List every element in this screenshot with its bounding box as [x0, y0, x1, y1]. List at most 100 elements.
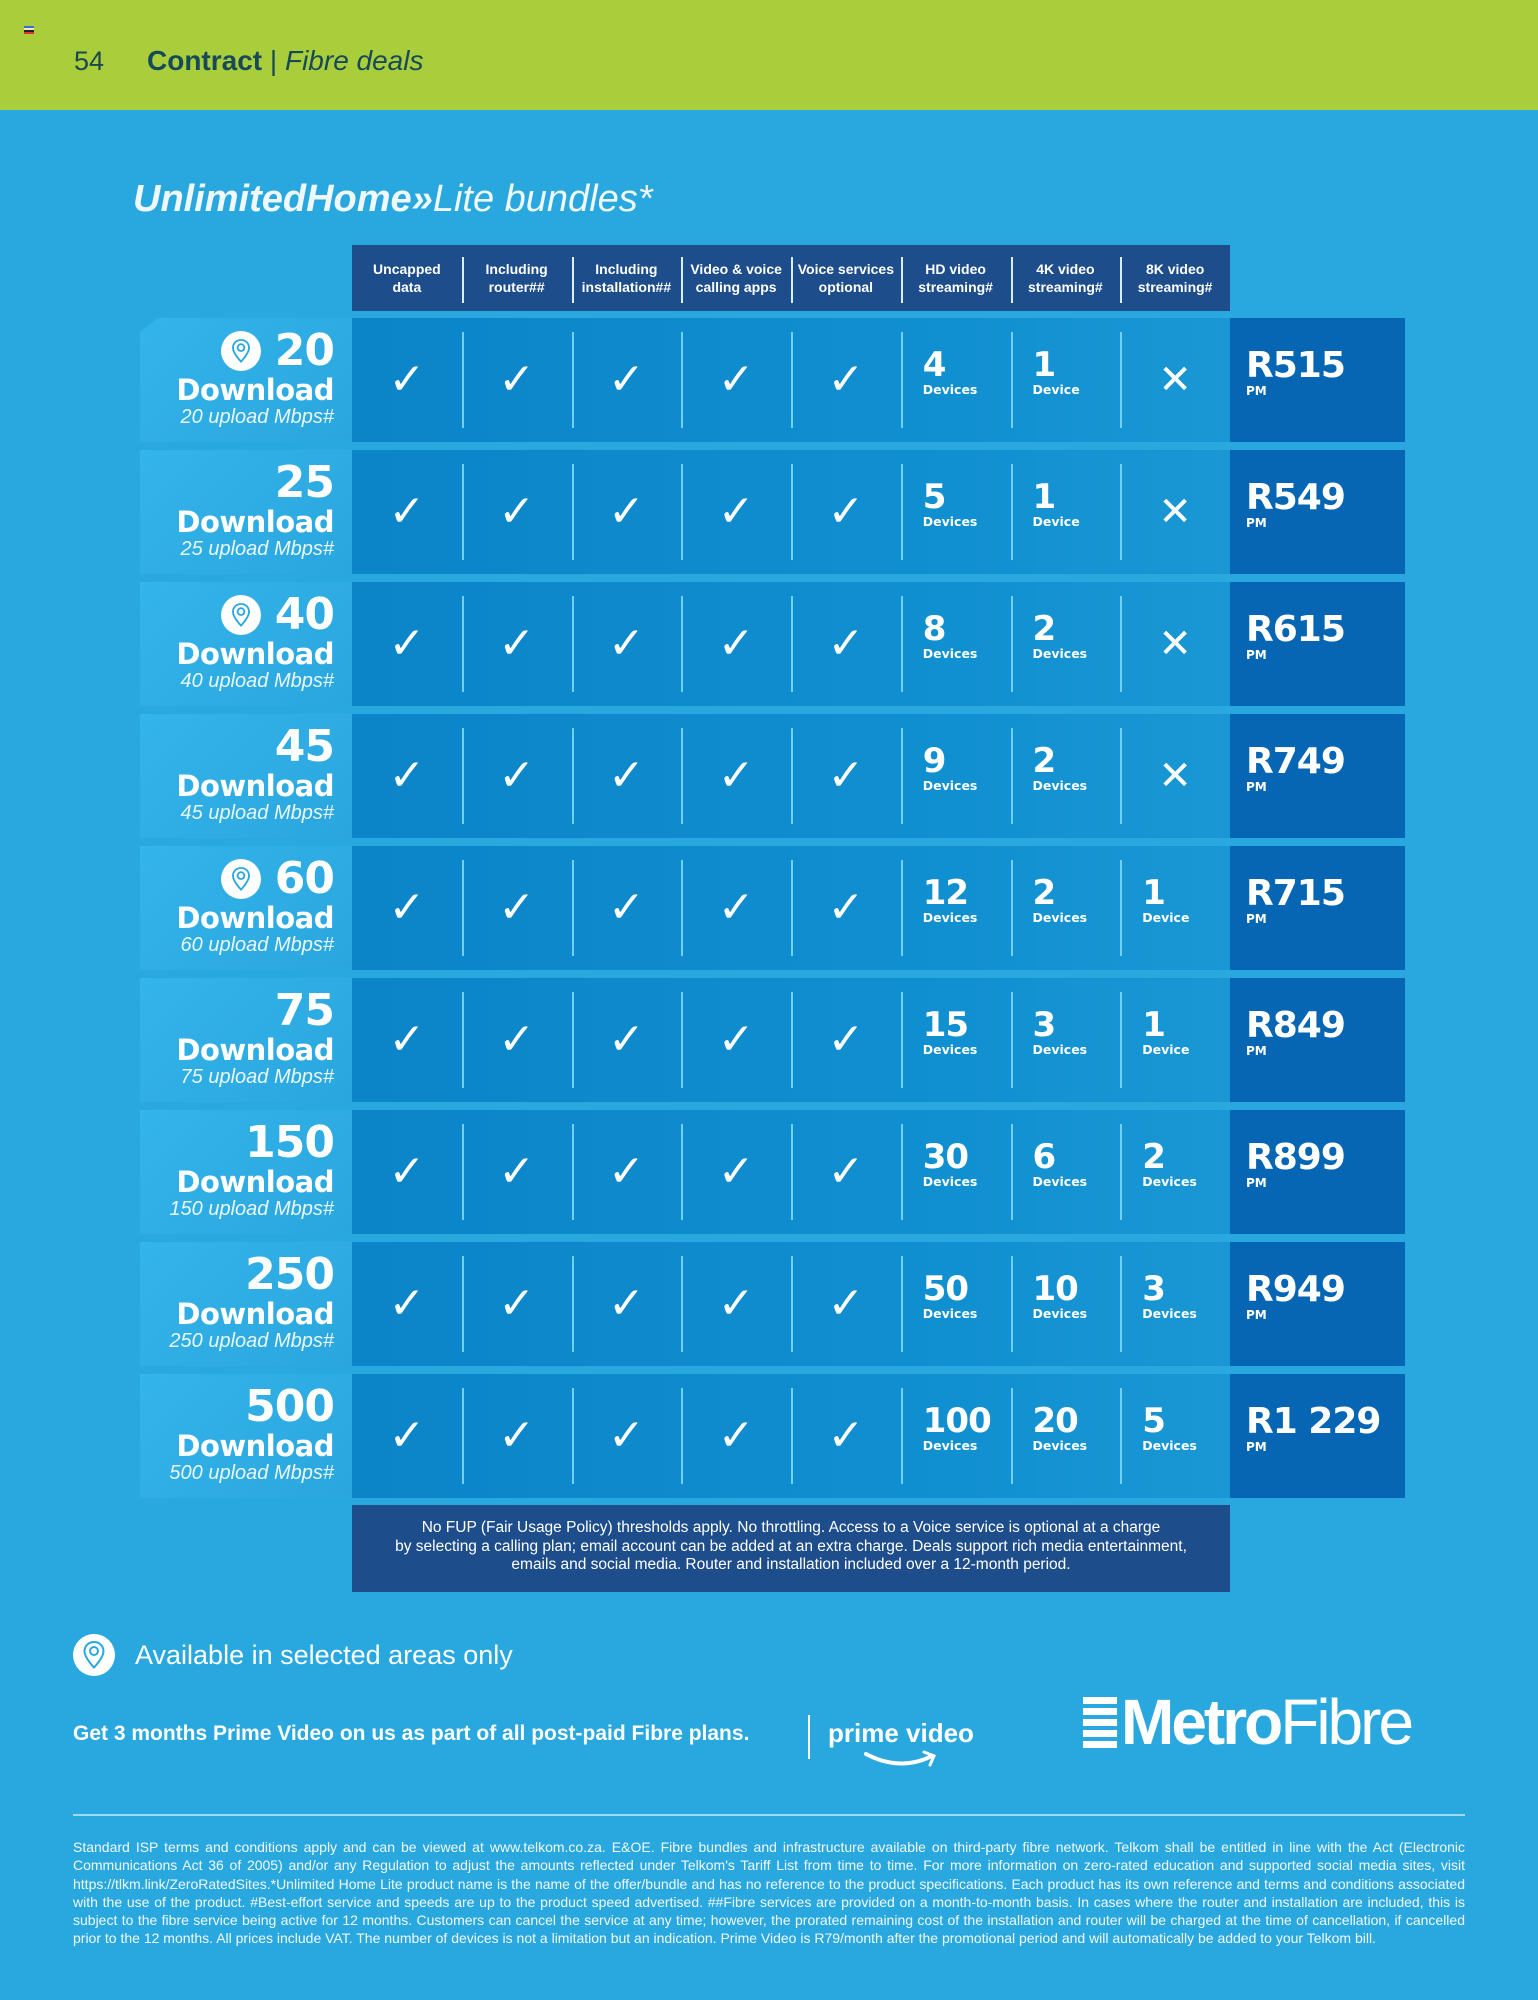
price-cell: R515 PM [1230, 318, 1405, 442]
check-icon: ✓ [827, 1146, 865, 1197]
check-icon: ✓ [498, 1014, 536, 1065]
check-icon: ✓ [498, 882, 536, 933]
section-bold: Contract [147, 45, 263, 76]
check-icon: ✓ [498, 618, 536, 669]
bundle-row: 500 Download 500 upload Mbps# ✓ ✓ ✓ ✓ ✓ 100 De… [140, 1374, 1405, 1498]
price: R749 [1246, 741, 1346, 782]
device-count-cell: 1 Device [1120, 846, 1230, 970]
download-speed: 40 [274, 589, 335, 640]
feature-cell: ✕ [1120, 714, 1230, 838]
check-icon: ✓ [498, 354, 536, 405]
price-cell: R849 PM [1230, 978, 1405, 1102]
price-suffix: PM [1246, 912, 1267, 926]
device-count-cell: 100 Devices [900, 1374, 1011, 1498]
feature-cell: ✓ [681, 1242, 791, 1366]
download-label: Download [176, 1297, 334, 1331]
price: R715 [1246, 873, 1346, 914]
check-icon: ✓ [607, 750, 645, 801]
price-cell: R749 PM [1230, 714, 1405, 838]
feature-cell: ✓ [681, 978, 791, 1102]
check-icon: ✓ [607, 1278, 645, 1329]
download-label: Download [176, 1429, 334, 1463]
check-icon: ✓ [498, 750, 536, 801]
price: R899 [1246, 1137, 1346, 1178]
check-icon: ✓ [717, 750, 755, 801]
device-count-cell: 20 Devices [1010, 1374, 1121, 1498]
feature-cell: ✓ [791, 1374, 901, 1498]
feature-cell: ✓ [461, 978, 572, 1102]
bundle-row: 25 Download 25 upload Mbps# ✓ ✓ ✓ ✓ ✓ 5 Device… [140, 450, 1405, 574]
check-icon: ✓ [827, 486, 865, 537]
check-icon: ✓ [827, 354, 865, 405]
feature-cell: ✓ [352, 318, 462, 442]
bundle-row: 75 Download 75 upload Mbps# ✓ ✓ ✓ ✓ ✓ 15 Devic… [140, 978, 1405, 1102]
check-icon: ✓ [717, 882, 755, 933]
feature-cell: ✕ [1120, 582, 1230, 706]
feature-cell: ✓ [681, 1374, 791, 1498]
check-icon: ✓ [717, 354, 755, 405]
divider [808, 1715, 810, 1759]
column-header: 8K video streaming# [1120, 245, 1230, 311]
feature-cell: ✓ [352, 978, 462, 1102]
divider [73, 1814, 1465, 1816]
upload-speed: 60 upload Mbps# [180, 934, 334, 956]
feature-cell: ✓ [461, 1374, 572, 1498]
feature-cell: ✓ [791, 318, 901, 442]
device-count-cell: 2 Devices [1010, 846, 1121, 970]
location-pin-icon [73, 1634, 115, 1676]
download-speed: 20 [274, 325, 335, 376]
price-cell: R715 PM [1230, 846, 1405, 970]
check-icon: ✓ [827, 882, 865, 933]
price: R949 [1246, 1269, 1346, 1310]
table-header: Uncapped data Including router## Including in… [352, 245, 1230, 311]
section-title: Contract | Fibre deals [147, 45, 423, 77]
column-header: Video & voice calling apps [681, 245, 791, 311]
column-header: Uncapped data [373, 261, 441, 295]
feature-cell: ✓ [571, 846, 682, 970]
check-icon: ✓ [498, 1410, 536, 1461]
feature-cell: ✓ [461, 846, 572, 970]
check-icon: ✓ [827, 750, 865, 801]
device-count-cell: 1 Device [1010, 450, 1121, 574]
check-icon: ✓ [827, 1278, 865, 1329]
download-label: Download [176, 505, 334, 539]
device-count-cell: 4 Devices [900, 318, 1011, 442]
feature-cell: ✓ [461, 1110, 572, 1234]
section-separator: | [262, 45, 285, 76]
check-icon: ✓ [717, 1146, 755, 1197]
title-bold: UnlimitedHome» [133, 178, 433, 220]
device-count-cell: 2 Devices [1010, 714, 1121, 838]
location-pin-icon [220, 595, 261, 635]
bundle-row: 20 Download 20 upload Mbps# ✓ ✓ ✓ ✓ ✓ 4 Device… [140, 318, 1405, 442]
feature-cell: ✓ [791, 714, 901, 838]
speed-label: 45 Download 45 upload Mbps# [140, 714, 352, 838]
download-label: Download [176, 901, 334, 935]
logo-light: Fibre [1280, 1686, 1414, 1758]
column-header: 4K video streaming# [1010, 245, 1121, 311]
check-icon: ✓ [388, 354, 426, 405]
check-icon: ✓ [717, 486, 755, 537]
bundle-row: 150 Download 150 upload Mbps# ✓ ✓ ✓ ✓ ✓ 30 Dev… [140, 1110, 1405, 1234]
check-icon: ✓ [498, 1146, 536, 1197]
bundle-table: 20 Download 20 upload Mbps# ✓ ✓ ✓ ✓ ✓ 4 Device… [140, 318, 1405, 1506]
device-count-cell: 6 Devices [1010, 1110, 1121, 1234]
feature-cell: ✓ [352, 1242, 462, 1366]
location-pin-icon [220, 859, 261, 899]
feature-cell: ✓ [352, 714, 462, 838]
page-title: UnlimitedHome»Lite bundles* [133, 178, 653, 221]
note-line: No FUP (Fair Usage Policy) thresholds ap… [421, 1519, 1161, 1536]
download-speed: 500 [245, 1381, 335, 1432]
upload-speed: 20 upload Mbps# [180, 406, 334, 428]
location-pin-icon [220, 331, 261, 371]
upload-speed: 150 upload Mbps# [169, 1198, 334, 1220]
feature-cell: ✓ [352, 582, 462, 706]
price-cell: R899 PM [1230, 1110, 1405, 1234]
feature-cell: ✓ [791, 846, 901, 970]
download-speed: 25 [274, 457, 335, 508]
check-icon: ✓ [607, 486, 645, 537]
speed-label: 40 Download 40 upload Mbps# [140, 582, 352, 706]
device-count-cell: 2 Devices [1120, 1110, 1230, 1234]
check-icon: ✓ [388, 1278, 426, 1329]
price-cell: R949 PM [1230, 1242, 1405, 1366]
device-count-cell: 5 Devices [1120, 1374, 1230, 1498]
